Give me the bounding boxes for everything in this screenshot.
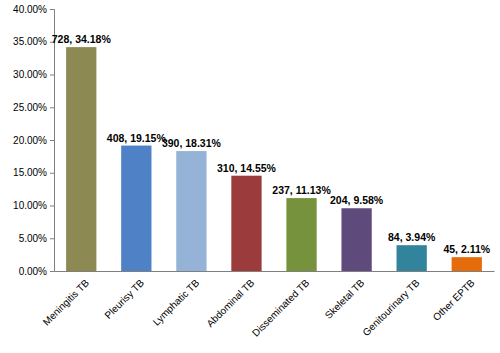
x-tick: Other EPTB xyxy=(431,277,477,323)
x-tick: Meningitis TB xyxy=(41,277,92,328)
x-axis: Meningitis TBPleurisy TBLymphatic TBAbdo… xyxy=(41,272,495,339)
y-tick-label: 5.00% xyxy=(19,233,47,244)
bar xyxy=(66,47,96,271)
bars xyxy=(66,47,482,271)
x-tick-label: Lymphatic TB xyxy=(151,277,202,328)
x-tick: Genitourinary TB xyxy=(360,277,421,338)
bar xyxy=(452,257,482,271)
y-tick-label: 35.00% xyxy=(13,36,47,47)
data-label: 237, 11.13% xyxy=(272,184,331,196)
y-tick-mark xyxy=(50,75,54,76)
y-tick-mark xyxy=(50,140,54,141)
y-axis: 0.00% 5.00% 10.00% 15.00% 20.00% 25.00% 30.00%… xyxy=(13,4,54,277)
x-tick-label: Pleurisy TB xyxy=(102,277,146,321)
y-tick-label: 20.00% xyxy=(13,135,47,146)
x-tick: Abdominal TB xyxy=(204,277,256,329)
bar xyxy=(286,198,316,271)
y-tick-label: 40.00% xyxy=(13,4,47,15)
bar xyxy=(121,146,151,271)
y-tick: 10.00% xyxy=(13,200,54,211)
y-tick-mark xyxy=(50,107,54,108)
y-tick-mark xyxy=(50,238,54,239)
y-tick-label: 0.00% xyxy=(19,266,47,277)
data-label: 204, 9.58% xyxy=(330,194,384,206)
y-tick: 30.00% xyxy=(13,69,54,80)
data-label: 84, 3.94% xyxy=(388,231,436,243)
y-tick: 15.00% xyxy=(13,167,54,178)
bar xyxy=(341,208,371,271)
y-tick-mark xyxy=(50,9,54,10)
y-tick-label: 10.00% xyxy=(13,200,47,211)
data-label: 45, 2.11% xyxy=(443,243,490,255)
plot: 0.00% 5.00% 10.00% 15.00% 20.00% 25.00% 30.00%… xyxy=(13,4,494,339)
data-label: 728, 34.18% xyxy=(52,33,112,45)
chart: 0.00% 5.00% 10.00% 15.00% 20.00% 25.00% 30.00%… xyxy=(0,0,500,353)
x-tick: Pleurisy TB xyxy=(102,277,146,321)
y-tick-mark xyxy=(50,206,54,207)
bar xyxy=(397,245,427,271)
x-tick-label: Other EPTB xyxy=(431,277,477,323)
x-tick-label: Abdominal TB xyxy=(204,277,256,329)
x-tick-label: Skeletal TB xyxy=(323,277,367,321)
y-tick: 40.00% xyxy=(13,4,54,15)
y-tick-label: 15.00% xyxy=(13,167,47,178)
y-tick-mark xyxy=(50,271,54,272)
x-tick-label: Disseminated TB xyxy=(250,277,312,339)
x-axis-line xyxy=(55,271,495,272)
data-label: 408, 19.15% xyxy=(107,132,167,144)
y-axis-line xyxy=(50,10,55,272)
x-tick: Disseminated TB xyxy=(250,277,312,339)
y-tick: 25.00% xyxy=(13,102,54,113)
x-tick-label: Meningitis TB xyxy=(41,277,92,328)
y-tick: 0.00% xyxy=(19,266,54,277)
data-label: 390, 18.31% xyxy=(162,137,222,149)
bar xyxy=(231,176,261,271)
y-tick: 35.00% xyxy=(13,36,54,47)
data-label: 310, 14.55% xyxy=(217,162,277,174)
x-tick-label: Genitourinary TB xyxy=(360,277,421,338)
y-tick: 5.00% xyxy=(19,233,54,244)
y-tick-label: 30.00% xyxy=(13,69,47,80)
bar xyxy=(176,151,206,271)
y-tick-label: 25.00% xyxy=(13,102,47,113)
x-tick: Lymphatic TB xyxy=(151,277,202,328)
y-tick-mark xyxy=(50,173,54,174)
y-tick: 20.00% xyxy=(13,135,54,146)
x-tick: Skeletal TB xyxy=(323,277,367,321)
data-labels: 728, 34.18% 408, 19.15%390, 18.31% 310, 14… xyxy=(52,33,491,255)
